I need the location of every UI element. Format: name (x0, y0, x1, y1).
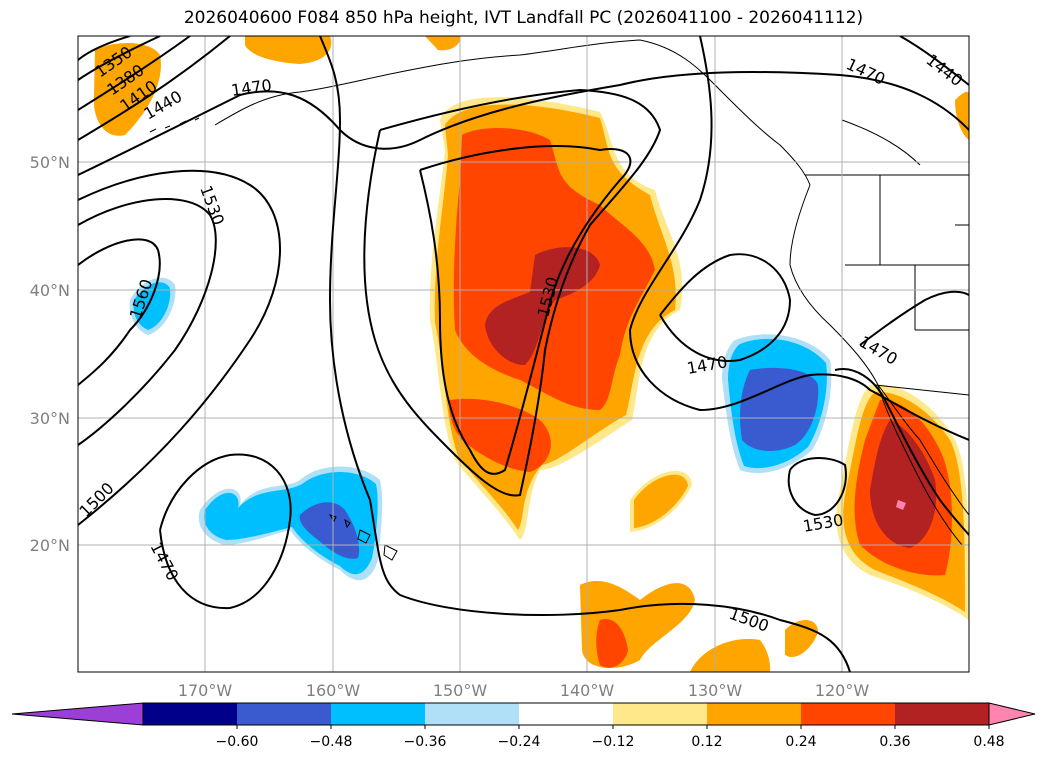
hawaii-islands (328, 514, 398, 561)
positive-top-east (870, 420, 937, 548)
height-contours (78, 36, 969, 672)
state-lines (841, 75, 969, 331)
contour-1350 (78, 36, 131, 61)
contour-1500-central (363, 88, 662, 497)
positive-region-nw (93, 43, 161, 136)
positive-blob-2-core (596, 619, 628, 668)
colorbar-segment (237, 703, 331, 725)
contour-label: 1440 (923, 50, 967, 90)
colorbar-tick-label: −0.24 (498, 734, 541, 750)
positive-max-east (896, 500, 906, 510)
contour-1470-central (319, 36, 851, 672)
colorbar-segment (895, 703, 989, 725)
colorbar: −0.60 −0.48 −0.36 −0.24 −0.12 0.12 0.24 0.36 0.4… (11, 702, 1036, 750)
colorbar-extend-low (11, 702, 144, 726)
baja-coast (877, 384, 963, 546)
lat-label: 20°N (30, 536, 70, 555)
colorbar-segment (707, 703, 801, 725)
colorbar-tick-label: −0.12 (592, 734, 635, 750)
border-mexico (874, 384, 969, 396)
lat-label: 30°N (30, 409, 70, 428)
positive-blob-3 (690, 639, 771, 672)
contour-1440-ne (899, 36, 969, 86)
lon-labels: 170°W 160°W 150°W 140°W 130°W 120°W (178, 681, 870, 700)
colorbar-tick-label: −0.36 (404, 734, 447, 750)
lon-label: 150°W (433, 681, 488, 700)
colorbar-segment (519, 703, 613, 725)
contour-label: 1470 (856, 332, 901, 369)
contour-label: 1470 (230, 75, 273, 99)
colorbar-tick-label: 0.12 (691, 734, 722, 750)
positive-region-north-2 (425, 36, 461, 51)
negative-core-west (133, 282, 171, 330)
lon-label: 120°W (815, 681, 870, 700)
contour-1470-north (78, 71, 969, 176)
contour-1380 (78, 36, 161, 81)
contour-1470-east (628, 36, 969, 441)
positive-high-south (449, 398, 551, 472)
contour-1500-east (834, 368, 969, 536)
positive-blob-1-core (634, 474, 688, 528)
contour-1410 (78, 36, 191, 111)
colorbar-segment (331, 703, 425, 725)
colorbar-tick-label: 0.48 (973, 734, 1004, 750)
colorbar-segment (801, 703, 895, 725)
contour-label: 1530 (196, 183, 228, 228)
map-title: 2026040600 F084 850 hPa height, IVT Land… (183, 8, 864, 28)
colorbar-tick-label: 0.24 (785, 734, 816, 750)
lat-labels: 50°N 40°N 30°N 20°N (30, 153, 70, 555)
contour-1560 (78, 238, 161, 386)
colorbar-tick-label: −0.60 (216, 734, 259, 750)
plot-frame (77, 35, 970, 673)
colorbar-outline (142, 702, 990, 726)
colorbar-segment (613, 703, 707, 725)
alaska-coast (214, 39, 811, 186)
contour-label: 1470 (146, 539, 182, 584)
contour-label: 1500 (727, 604, 772, 636)
coastlines (149, 39, 969, 561)
us-west-coast (789, 184, 969, 516)
positive-top-central (485, 247, 600, 365)
lon-label: 160°W (306, 681, 361, 700)
contour-1530-central (419, 145, 632, 475)
contour-label: 1470 (843, 54, 888, 88)
contour-1530-east (787, 457, 847, 517)
colorbar-extend-high (988, 702, 1036, 726)
contour-label: 1500 (75, 479, 117, 521)
aleutian-islands (149, 117, 200, 133)
contour-1530-west (78, 198, 217, 446)
colorbar-tick-label: 0.36 (879, 734, 910, 750)
positive-region-ne (955, 91, 969, 140)
colorbar-tick-label: −0.48 (310, 734, 353, 750)
contour-1440-nw (78, 36, 231, 141)
negative-high-east (740, 367, 819, 452)
positive-blob-2 (580, 580, 695, 669)
positive-region-north (245, 36, 332, 64)
contour-1470-sw (159, 453, 292, 610)
colorbar-segment (425, 703, 519, 725)
ivt-shading (93, 36, 969, 672)
lat-label: 50°N (30, 153, 70, 172)
contour-1470-se (859, 290, 969, 346)
lon-label: 140°W (560, 681, 615, 700)
lon-label: 130°W (688, 681, 743, 700)
lon-label: 170°W (178, 681, 233, 700)
contour-1470-east-inner (659, 253, 792, 362)
contour-1500-west (78, 169, 281, 526)
lat-label: 40°N (30, 281, 70, 300)
colorbar-segment (143, 703, 237, 725)
